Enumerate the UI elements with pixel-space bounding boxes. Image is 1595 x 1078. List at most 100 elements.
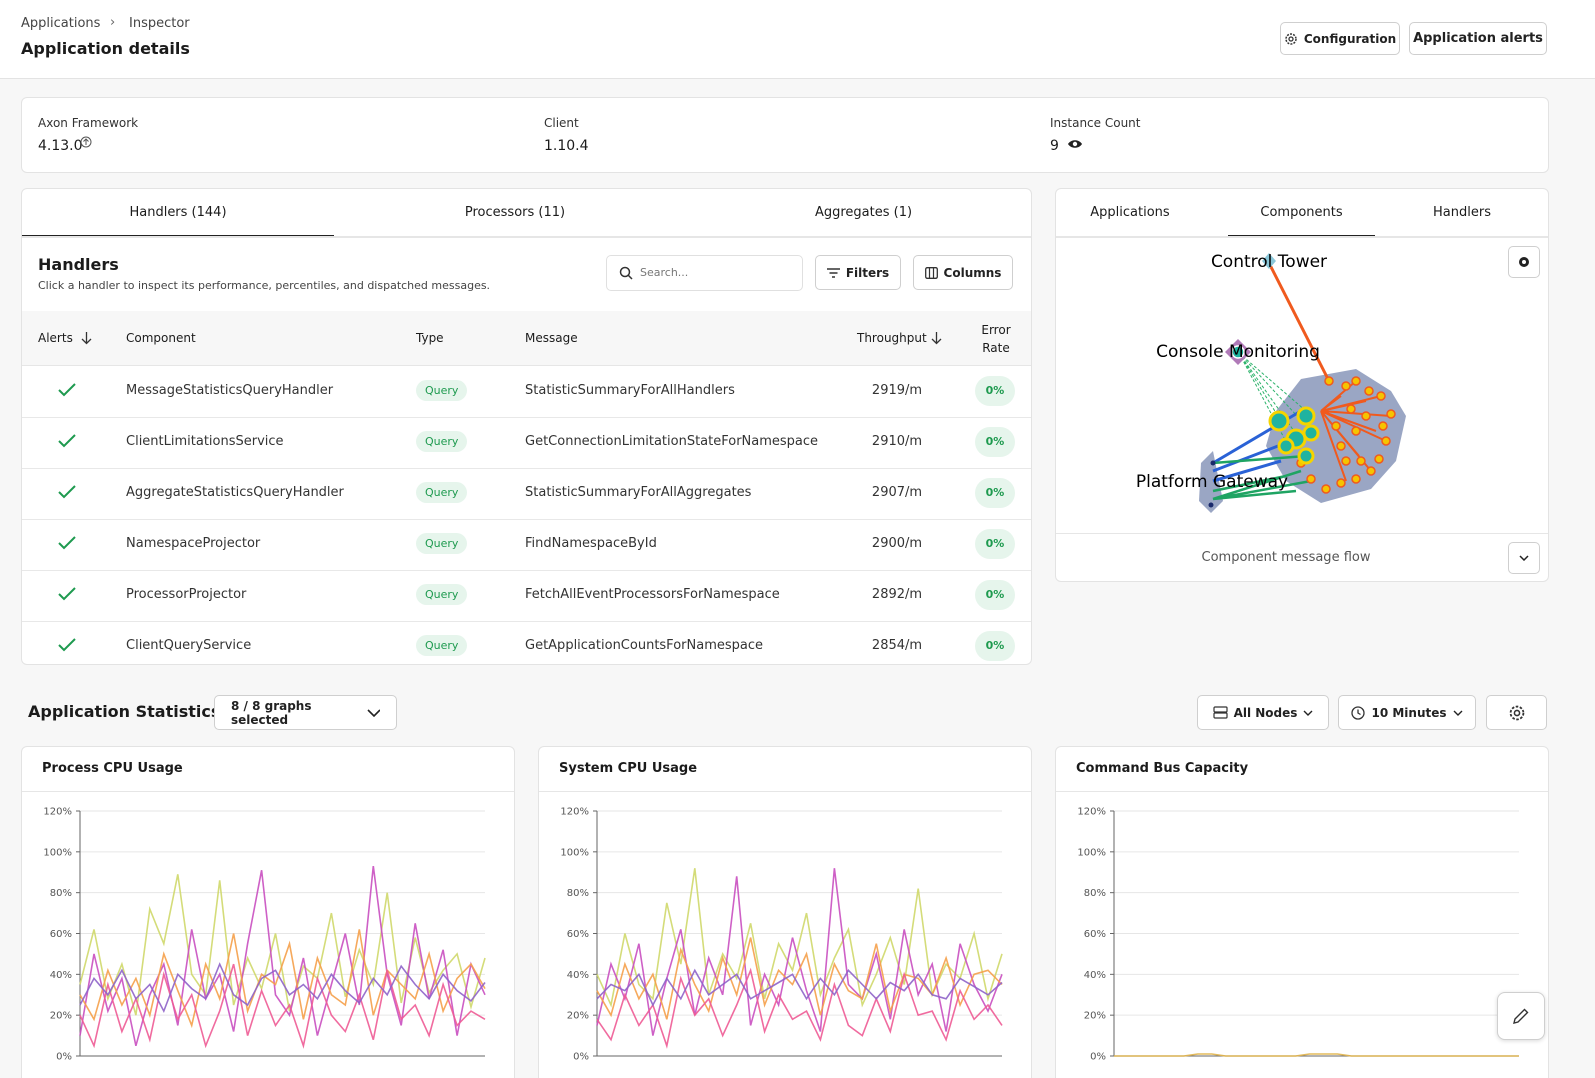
type-badge: Query (416, 482, 468, 503)
chart-card: System CPU Usage 0% 20% 40% 60% 80% 100% 120% (538, 746, 1032, 1078)
section-title: Handlers (38, 255, 119, 274)
tab[interactable]: Aggregates (1) (696, 189, 1031, 235)
table-row[interactable]: ClientLimitationsService Query GetConnecti… (22, 417, 1031, 469)
check-path (58, 638, 76, 652)
column-header[interactable]: Error Rate (981, 323, 1011, 355)
column-header[interactable]: Message (525, 331, 578, 345)
column-header[interactable]: Throughput (857, 331, 927, 345)
y-tick-label: 120% (43, 807, 72, 818)
chart-title: Command Bus Capacity (1076, 761, 1249, 776)
search-placeholder: Search... (640, 266, 689, 279)
tab[interactable]: Handlers (144) (22, 189, 334, 237)
button-label: Columns (943, 265, 1002, 280)
table-body: MessageStatisticsQueryHandler Query Statis… (22, 366, 1031, 664)
y-tick-label: 100% (43, 847, 72, 858)
component-name: ClientQueryService (126, 638, 252, 653)
column-header[interactable]: Alerts (38, 331, 73, 345)
node-label: Control Tower (1211, 252, 1327, 272)
throughput: 2854/m (871, 638, 923, 653)
graph-caption: Component message flow (1201, 550, 1371, 565)
chart: 0% 20% 40% 60% 80% 100% 120% (1077, 807, 1519, 1063)
throughput: 2900/m (871, 536, 923, 551)
y-tick-label: 0% (1090, 1052, 1106, 1063)
message-name: StatisticSummaryForAllHandlers (525, 383, 735, 398)
statistics-settings-button[interactable] (1486, 695, 1547, 730)
y-tick-label: 80% (50, 888, 72, 899)
type-badge: Query (416, 431, 468, 452)
divider (539, 791, 1031, 792)
tab[interactable]: Components (1228, 189, 1375, 237)
info-label: Client (544, 116, 579, 130)
check-icon (58, 485, 76, 499)
table-row[interactable]: ClientQueryService Query GetApplicationCou… (22, 621, 1031, 664)
columns-button[interactable]: Columns (913, 255, 1013, 290)
configuration-button[interactable]: Configuration (1280, 22, 1400, 55)
tab-label: Processors (11) (464, 204, 566, 220)
edges (1212, 454, 1312, 501)
info-label: Axon Framework (38, 116, 139, 130)
table-row[interactable]: ProcessorProjector Query FetchAllEventProc… (22, 570, 1031, 622)
breadcrumb-separator: › (110, 15, 116, 30)
graphs-dropdown[interactable]: 8 / 8 graphs selected (214, 695, 397, 730)
table-header: Alerts Component Type Message Throughput… (22, 311, 1031, 366)
chart-title: Process CPU Usage (42, 761, 183, 776)
table-row[interactable]: MessageStatisticsQueryHandler Query Statis… (22, 366, 1031, 418)
check-path (58, 587, 76, 601)
sort-icon (81, 332, 92, 345)
gear-icon (1519, 257, 1529, 267)
chart-card: Command Bus Capacity 0% 20% 40% 60% 80% 100% 12… (1055, 746, 1549, 1078)
gear-icon (1285, 32, 1297, 45)
eye-icon[interactable] (1067, 138, 1083, 150)
column-header[interactable]: Component (126, 331, 196, 345)
error-rate-badge: 0% (975, 580, 1015, 610)
tab-label: Components (1260, 204, 1343, 220)
chart-title: System CPU Usage (559, 761, 698, 776)
tab[interactable]: Handlers (1388, 189, 1536, 235)
series-line (596, 868, 1003, 1036)
tab-label: Aggregates (1) (814, 204, 913, 220)
tab[interactable]: Processors (11) (334, 189, 696, 235)
error-cell: 0% (975, 478, 1015, 508)
table-row[interactable]: NamespaceProjector Query FindNamespaceById… (22, 519, 1031, 571)
type-badge: Query (416, 533, 468, 554)
type-cell: Query (416, 634, 468, 656)
error-cell: 0% (975, 529, 1015, 559)
check-path (58, 383, 76, 397)
section-title: Application Statistics (28, 702, 221, 721)
tab[interactable]: Applications (1056, 189, 1204, 235)
y-tick-label: 20% (1084, 1011, 1106, 1022)
nodes-dropdown[interactable]: All Nodes (1197, 695, 1329, 730)
dropdown-label: All Nodes (1233, 705, 1298, 720)
message-name: GetApplicationCountsForNamespace (525, 638, 763, 653)
error-rate-badge: 0% (975, 478, 1015, 508)
check-path (58, 485, 76, 499)
y-tick-label: 0% (573, 1052, 589, 1063)
series-line (596, 968, 1003, 1007)
type-badge: Query (416, 380, 468, 401)
throughput: 2907/m (871, 485, 923, 500)
range-dropdown[interactable]: 10 Minutes (1338, 695, 1476, 730)
nodes (1268, 406, 1320, 465)
pencil-icon (1513, 1008, 1529, 1024)
error-cell: 0% (975, 376, 1015, 406)
alerts-button[interactable]: Application alerts (1409, 22, 1547, 55)
tab-label: Handlers (1433, 204, 1491, 220)
throughput: 2919/m (871, 383, 923, 398)
error-rate-badge: 0% (975, 631, 1015, 661)
type-cell: Query (416, 379, 468, 401)
button-label: Application alerts (1413, 31, 1543, 46)
filters-button[interactable]: Filters (815, 255, 901, 290)
breadcrumb-link[interactable]: Applications (21, 16, 101, 31)
expand-button[interactable] (1508, 542, 1540, 574)
button-label: Filters (845, 265, 890, 280)
column-header[interactable]: Type (416, 331, 444, 345)
y-tick-label: 100% (1077, 847, 1106, 858)
graph-settings-button[interactable] (1508, 246, 1540, 278)
node (1208, 502, 1214, 508)
table-row[interactable]: AggregateStatisticsQueryHandler Query Stat… (22, 468, 1031, 520)
search-input[interactable]: Search... (606, 255, 803, 291)
check-icon (58, 383, 76, 397)
search-icon (619, 266, 633, 280)
edit-button[interactable] (1497, 992, 1545, 1040)
y-tick-label: 0% (56, 1052, 72, 1063)
